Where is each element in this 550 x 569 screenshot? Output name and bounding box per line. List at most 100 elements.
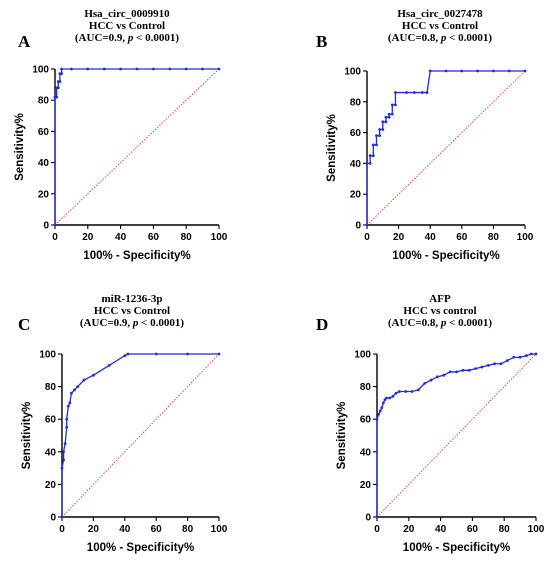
- roc-point: [102, 67, 106, 71]
- roc-point: [480, 365, 484, 369]
- roc-point: [371, 143, 375, 147]
- roc-point: [55, 95, 59, 99]
- y-tick-label: 60: [360, 415, 372, 426]
- y-tick-label: 40: [38, 158, 50, 169]
- roc-point: [73, 388, 76, 392]
- panel-letter: A: [18, 32, 31, 51]
- roc-point: [68, 401, 72, 405]
- reference-diagonal: [366, 70, 526, 226]
- roc-point: [63, 442, 67, 446]
- chart-title-line: miR-1236-3p: [101, 293, 162, 305]
- roc-point: [442, 373, 446, 377]
- roc-point: [499, 362, 503, 366]
- x-tick-label: 40: [425, 232, 437, 243]
- y-tick-label: 0: [50, 513, 56, 524]
- x-tick-label: 60: [456, 232, 468, 243]
- y-tick-label: 20: [45, 480, 57, 491]
- x-tick-label: 60: [151, 524, 163, 535]
- roc-point: [86, 67, 90, 71]
- y-tick-label: 60: [38, 127, 50, 138]
- roc-point: [448, 370, 452, 374]
- x-tick-label: 80: [182, 524, 194, 535]
- chart-title-line: HCC vs Control: [94, 305, 170, 317]
- roc-point: [387, 115, 391, 119]
- roc-point: [62, 458, 65, 462]
- roc-point: [126, 352, 130, 356]
- roc-point: [107, 364, 111, 367]
- roc-point: [380, 406, 384, 410]
- roc-point: [375, 143, 378, 147]
- roc-point: [184, 67, 188, 71]
- roc-point: [493, 362, 497, 366]
- chart-title-line: (AUC=0.8, p < 0.0001): [388, 32, 493, 44]
- roc-point: [375, 417, 379, 421]
- roc-point: [201, 67, 205, 71]
- roc-point: [404, 390, 408, 393]
- x-tick-label: 40: [435, 524, 447, 535]
- chart-title-line: Hsa_circ_0027478: [397, 8, 483, 20]
- roc-point: [385, 396, 388, 400]
- roc-point: [60, 72, 63, 76]
- roc-point: [135, 67, 139, 71]
- y-tick-label: 80: [45, 382, 57, 393]
- y-axis-label: Sensitivity%: [326, 114, 338, 182]
- roc-point: [423, 381, 427, 385]
- roc-point: [381, 401, 385, 405]
- roc-point: [388, 396, 392, 400]
- panel-letter: C: [18, 315, 30, 334]
- x-tick-label: 20: [88, 524, 100, 535]
- x-tick-label: 20: [403, 524, 415, 535]
- roc-point: [65, 425, 69, 429]
- x-axis-label: 100% - Specificity%: [83, 250, 190, 262]
- roc-point: [377, 412, 380, 416]
- roc-point: [467, 368, 471, 372]
- y-tick-label: 0: [43, 221, 49, 232]
- roc-point: [460, 69, 464, 73]
- roc-point: [410, 390, 414, 393]
- panel-letter: D: [316, 315, 328, 334]
- roc-point: [152, 67, 155, 71]
- roc-point: [420, 91, 424, 94]
- x-tick-label: 0: [52, 232, 58, 243]
- roc-point: [53, 223, 57, 227]
- roc-point: [505, 359, 509, 362]
- roc-point: [58, 80, 62, 83]
- x-tick-label: 0: [364, 232, 370, 243]
- roc-point: [70, 67, 73, 71]
- roc-point: [168, 67, 172, 71]
- roc-point: [390, 103, 394, 107]
- y-tick-label: 20: [350, 190, 362, 201]
- roc-point: [529, 352, 533, 356]
- roc-point: [429, 378, 433, 382]
- roc-point: [425, 91, 429, 94]
- x-tick-label: 20: [393, 232, 405, 243]
- roc-point: [378, 134, 382, 138]
- roc-point: [217, 352, 221, 356]
- roc-point: [507, 69, 511, 73]
- chart-title-line: (AUC=0.9, p < 0.0001): [80, 317, 185, 329]
- y-tick-label: 20: [360, 480, 372, 491]
- roc-point: [387, 112, 391, 116]
- roc-point: [119, 67, 122, 71]
- x-tick-label: 100: [211, 524, 228, 535]
- y-tick-label: 0: [365, 513, 371, 524]
- roc-point: [461, 368, 465, 372]
- x-tick-label: 100: [517, 232, 534, 243]
- roc-point: [92, 373, 95, 377]
- roc-point: [82, 378, 86, 382]
- roc-point: [523, 69, 527, 73]
- y-tick-label: 100: [32, 65, 49, 76]
- x-tick-label: 80: [499, 524, 511, 535]
- roc-point: [381, 120, 385, 124]
- y-axis-label: Sensitivity%: [336, 402, 348, 470]
- roc-curve: [376, 353, 536, 517]
- x-tick-label: 80: [181, 232, 193, 243]
- roc-point: [444, 69, 448, 73]
- roc-point: [413, 91, 416, 94]
- roc-point: [455, 370, 458, 374]
- chart-title-line: HCC vs Control: [89, 20, 165, 32]
